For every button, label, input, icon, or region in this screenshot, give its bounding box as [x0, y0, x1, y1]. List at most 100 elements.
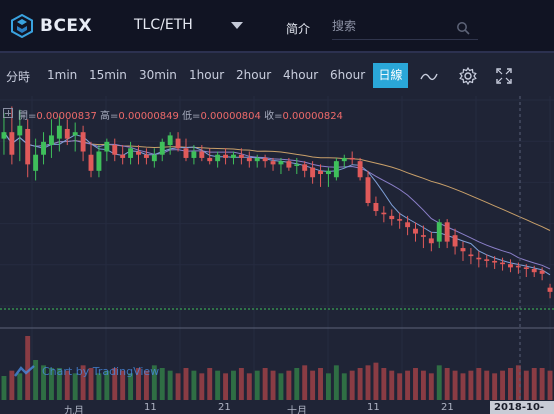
candle-body	[25, 129, 30, 164]
tradingview-watermark[interactable]: Chart by TradingView	[14, 364, 159, 378]
xaxis-label-sep-11: 11	[144, 402, 157, 413]
volume-bar	[453, 371, 458, 400]
candle-body	[255, 158, 260, 161]
logo-text: BCEX	[40, 16, 92, 36]
watermark-text: Chart by TradingView	[42, 365, 159, 378]
candle-body	[160, 142, 165, 155]
candle-body	[381, 213, 386, 215]
candle-body	[271, 161, 276, 164]
legend-toggle-icon[interactable]	[3, 108, 13, 118]
candle-body	[168, 135, 173, 145]
volume-bar	[540, 368, 545, 400]
volume-bar	[294, 368, 299, 400]
candle-body	[413, 229, 418, 234]
volume-bar	[381, 368, 386, 400]
candle-body	[2, 132, 7, 138]
volume-bar	[279, 373, 284, 400]
search-icon[interactable]	[456, 20, 470, 34]
xaxis-label-oct-21: 21	[441, 402, 454, 413]
low-value: 0.00000804	[200, 111, 260, 122]
fullscreen-icon[interactable]	[494, 66, 514, 86]
line-style-icon[interactable]	[419, 66, 439, 86]
candle-body	[429, 238, 434, 243]
candle-body	[500, 263, 505, 265]
volume-bar	[373, 363, 378, 400]
candle-body	[366, 177, 371, 203]
volume-bar	[532, 368, 537, 400]
candle-body	[492, 261, 497, 263]
candle-body	[73, 132, 78, 135]
candle-body	[41, 142, 46, 155]
settings-gear-icon[interactable]	[458, 66, 478, 86]
candle-body	[184, 148, 189, 158]
high-label: 高=	[100, 111, 118, 122]
timeframe-tick[interactable]: 分時	[6, 68, 30, 85]
candle-body	[223, 155, 228, 158]
timeframe-1min[interactable]: 1min	[47, 68, 77, 82]
volume-bar	[160, 368, 165, 400]
volume-bar	[366, 365, 371, 400]
volume-bar	[191, 371, 196, 400]
volume-bar	[500, 371, 505, 400]
timeframe-2hour[interactable]: 2hour	[236, 68, 271, 82]
crosshair-date-label: 2018-10-31	[490, 401, 554, 414]
ohlc-values: 開=0.00000837 高=0.00000849 低=0.00000804 收…	[18, 107, 343, 122]
open-value: 0.00000837	[36, 111, 96, 122]
candle-body	[128, 148, 133, 158]
volume-bar	[247, 373, 252, 400]
volume-bar	[231, 371, 236, 400]
candle-body	[176, 139, 181, 149]
candle-body	[17, 126, 22, 136]
intro-link[interactable]: 简介	[286, 20, 310, 37]
volume-bar	[350, 371, 355, 400]
volume-bar	[524, 371, 529, 400]
volume-bar	[429, 373, 434, 400]
volume-bar	[255, 371, 260, 400]
volume-bar	[239, 368, 244, 400]
volume-bar	[286, 371, 291, 400]
volume-bar	[413, 368, 418, 400]
candle-body	[350, 158, 355, 160]
candle-body	[476, 258, 481, 260]
volume-bar	[548, 371, 553, 400]
volume-bar	[271, 371, 276, 400]
candle-body	[453, 235, 458, 246]
volume-bar	[168, 371, 173, 400]
volume-bar	[397, 373, 402, 400]
high-value: 0.00000849	[118, 111, 178, 122]
candle-body	[247, 158, 252, 161]
xaxis-label-oct: 十月	[287, 402, 307, 414]
candle-body	[286, 161, 291, 167]
low-label: 低=	[182, 111, 200, 122]
volume-bar	[199, 373, 204, 400]
volume-bar	[421, 371, 426, 400]
volume-bar	[461, 373, 466, 400]
timeframe-4hour[interactable]: 4hour	[283, 68, 318, 82]
trading-pair-label[interactable]: TLC/ETH	[134, 17, 193, 33]
candle-body	[207, 158, 212, 161]
candle-body	[152, 155, 157, 161]
volume-bar	[508, 368, 513, 400]
volume-bar	[445, 368, 450, 400]
volume-bar	[310, 371, 315, 400]
timeframe-1hour[interactable]: 1hour	[189, 68, 224, 82]
volume-bar	[318, 368, 323, 400]
timeframe-15min[interactable]: 15min	[89, 68, 127, 82]
volume-bar	[484, 371, 489, 400]
candle-body	[96, 152, 101, 171]
volume-bar	[326, 373, 331, 400]
open-label: 開=	[18, 111, 36, 122]
volume-bar	[358, 368, 363, 400]
timeframe-30min[interactable]: 30min	[139, 68, 177, 82]
candle-body	[318, 171, 323, 174]
volume-bar	[405, 371, 410, 400]
candle-body	[231, 155, 236, 158]
search-input[interactable]	[332, 16, 452, 36]
timeframe-daily-active[interactable]: 日線	[373, 63, 408, 88]
candle-body	[302, 164, 307, 170]
logo[interactable]: BCEX	[10, 14, 92, 38]
candle-body	[437, 222, 442, 241]
volume-bar	[334, 365, 339, 400]
pair-dropdown-caret-icon[interactable]	[231, 22, 243, 29]
timeframe-6hour[interactable]: 6hour	[330, 68, 365, 82]
